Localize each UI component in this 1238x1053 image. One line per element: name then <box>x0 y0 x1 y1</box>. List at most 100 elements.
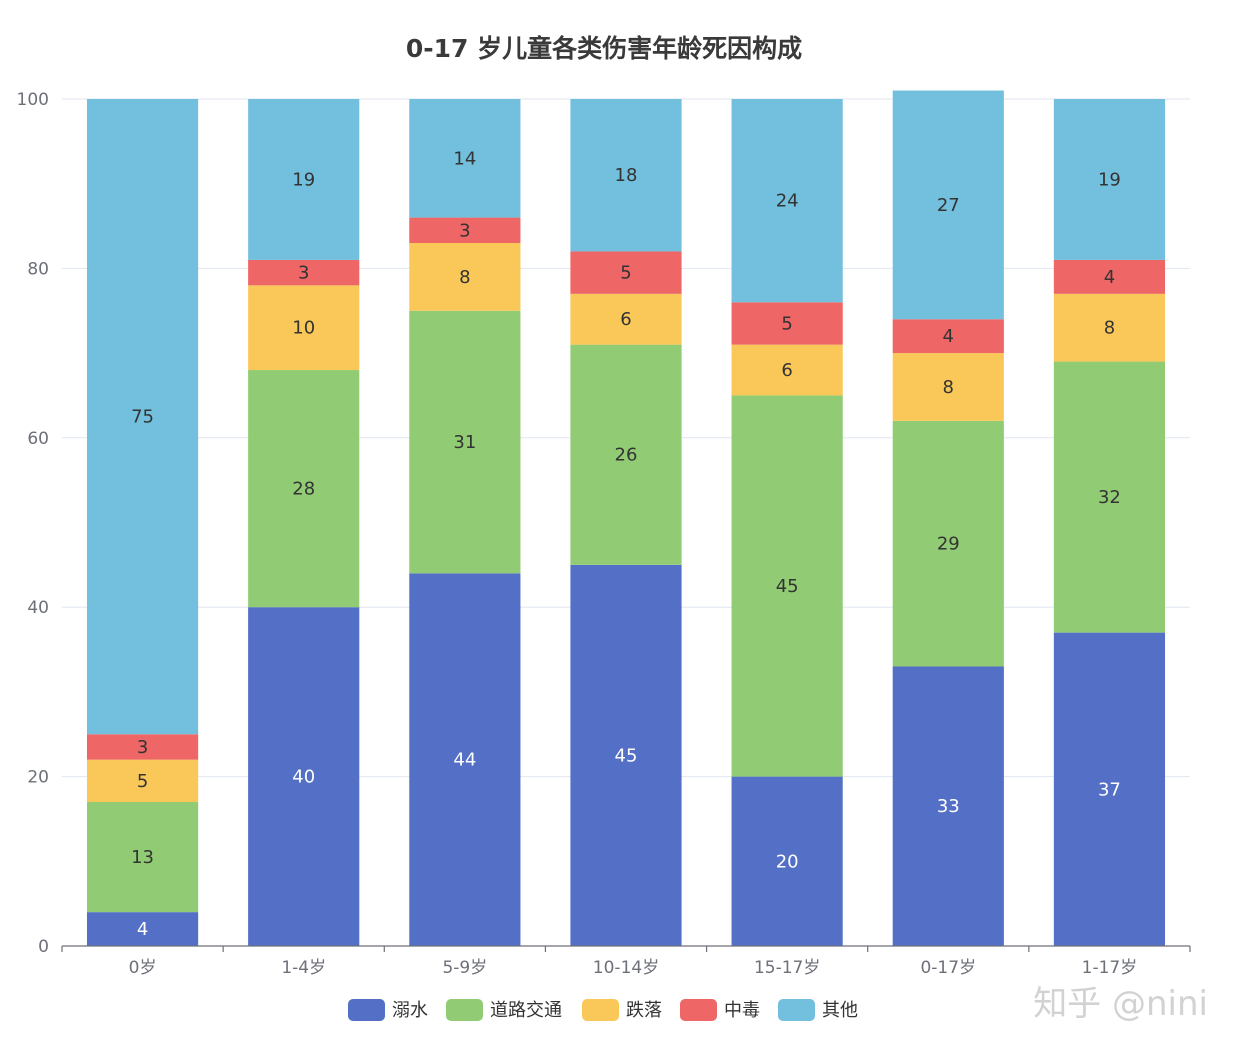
watermark-text: 知乎 @nini <box>1033 984 1208 1024</box>
data-label: 29 <box>937 534 960 555</box>
bar-series <box>86 90 1166 946</box>
bar-segment <box>892 420 1004 667</box>
bar-segment <box>409 310 521 574</box>
x-tick-label: 5-9岁 <box>442 958 487 978</box>
legend-swatch <box>680 999 717 1021</box>
bar-segment <box>892 319 1004 354</box>
data-label: 44 <box>453 750 476 771</box>
legend-swatch <box>348 999 385 1021</box>
data-label: 5 <box>620 263 631 284</box>
data-label: 45 <box>776 576 799 597</box>
data-label: 6 <box>620 309 631 330</box>
bar-segment <box>248 285 360 371</box>
y-axis: 0 20 40 60 80 100 <box>17 90 49 957</box>
bar-segment <box>248 370 360 608</box>
data-label: 24 <box>776 191 799 212</box>
bar-segment <box>409 242 521 311</box>
bar-segment <box>409 99 521 218</box>
legend-item[interactable]: 溺水 <box>348 999 428 1021</box>
data-label: 31 <box>453 432 476 453</box>
x-axis: 0岁 1-4岁 5-9岁 10-14岁 15-17岁 0-17岁 1-17岁 <box>61 945 1191 978</box>
bar-segment <box>731 776 843 946</box>
bar-segment <box>248 99 360 260</box>
y-tick-label: 0 <box>38 937 49 957</box>
data-label: 8 <box>943 377 954 398</box>
data-label: 4 <box>137 919 148 940</box>
bar-segment <box>731 344 843 396</box>
bar-segment <box>1053 361 1166 633</box>
bar-segment <box>731 302 843 345</box>
bar-segment <box>570 251 682 294</box>
y-tick-label: 20 <box>27 768 49 788</box>
bar-segment <box>409 573 521 946</box>
x-tick-label: 15-17岁 <box>754 958 820 978</box>
y-tick-label: 80 <box>27 259 49 279</box>
data-label: 5 <box>137 771 148 792</box>
data-label: 6 <box>781 360 792 381</box>
bar-segment <box>892 353 1004 421</box>
legend-label: 道路交通 <box>490 1000 562 1021</box>
data-label: 4 <box>943 326 954 347</box>
x-tick-label: 10-14岁 <box>593 958 659 978</box>
legend-label: 其他 <box>822 1000 858 1021</box>
data-label: 8 <box>459 267 470 288</box>
data-label: 4 <box>1104 267 1115 288</box>
data-label: 5 <box>781 313 792 334</box>
data-label: 18 <box>615 165 638 186</box>
y-tick-label: 100 <box>17 90 49 110</box>
bar-segment <box>1053 259 1166 294</box>
bar-segment <box>570 293 682 345</box>
bar-segment <box>86 734 199 760</box>
bar-segment <box>248 607 360 946</box>
y-tick-label: 40 <box>27 598 49 618</box>
data-label: 37 <box>1098 779 1121 800</box>
legend[interactable]: 溺水 道路交通 跌落 中毒 其他 <box>348 999 858 1021</box>
legend-swatch <box>582 999 619 1021</box>
data-label: 13 <box>131 847 154 868</box>
bar-segment <box>1053 293 1166 362</box>
x-tick-label: 0-17岁 <box>920 958 976 978</box>
bar-segment <box>731 395 843 777</box>
data-label: 19 <box>292 169 315 190</box>
data-label: 3 <box>137 737 148 758</box>
legend-item[interactable]: 跌落 <box>582 999 662 1021</box>
bar-segment <box>86 99 199 735</box>
data-label: 20 <box>776 851 799 872</box>
bar-segment <box>86 912 199 946</box>
data-label: 3 <box>298 263 309 284</box>
bar-segment <box>86 759 199 803</box>
x-tick-label: 1-17岁 <box>1082 958 1138 978</box>
data-label: 8 <box>1104 318 1115 339</box>
legend-label: 跌落 <box>626 1000 662 1021</box>
x-tick-label: 0岁 <box>129 958 157 978</box>
legend-item[interactable]: 其他 <box>778 999 858 1021</box>
data-label: 26 <box>615 445 638 466</box>
data-label: 27 <box>937 195 960 216</box>
bar-segment <box>1053 99 1166 260</box>
data-label: 75 <box>131 407 154 428</box>
legend-label: 溺水 <box>392 1000 428 1021</box>
legend-item[interactable]: 道路交通 <box>446 999 562 1021</box>
y-tick-label: 60 <box>27 429 49 449</box>
bar-segment <box>731 99 843 303</box>
x-tick-label: 1-4岁 <box>281 958 326 978</box>
legend-item[interactable]: 中毒 <box>680 999 760 1021</box>
bar-segment <box>248 259 360 286</box>
bar-segment <box>86 802 199 913</box>
data-label: 10 <box>292 318 315 339</box>
legend-swatch <box>446 999 483 1021</box>
bar-segment <box>570 564 682 946</box>
data-label: 14 <box>453 148 476 169</box>
bar-segment <box>892 666 1004 946</box>
bar-segment <box>570 99 682 252</box>
data-label: 40 <box>292 767 315 788</box>
legend-swatch <box>778 999 815 1021</box>
bar-segment <box>892 90 1004 320</box>
data-label: 28 <box>292 479 315 500</box>
data-label: 3 <box>459 220 470 241</box>
bar-segment <box>409 217 521 243</box>
bar-segment <box>570 344 682 565</box>
chart-title: 0-17 岁儿童各类伤害年龄死因构成 <box>406 34 802 63</box>
data-label: 32 <box>1098 487 1121 508</box>
